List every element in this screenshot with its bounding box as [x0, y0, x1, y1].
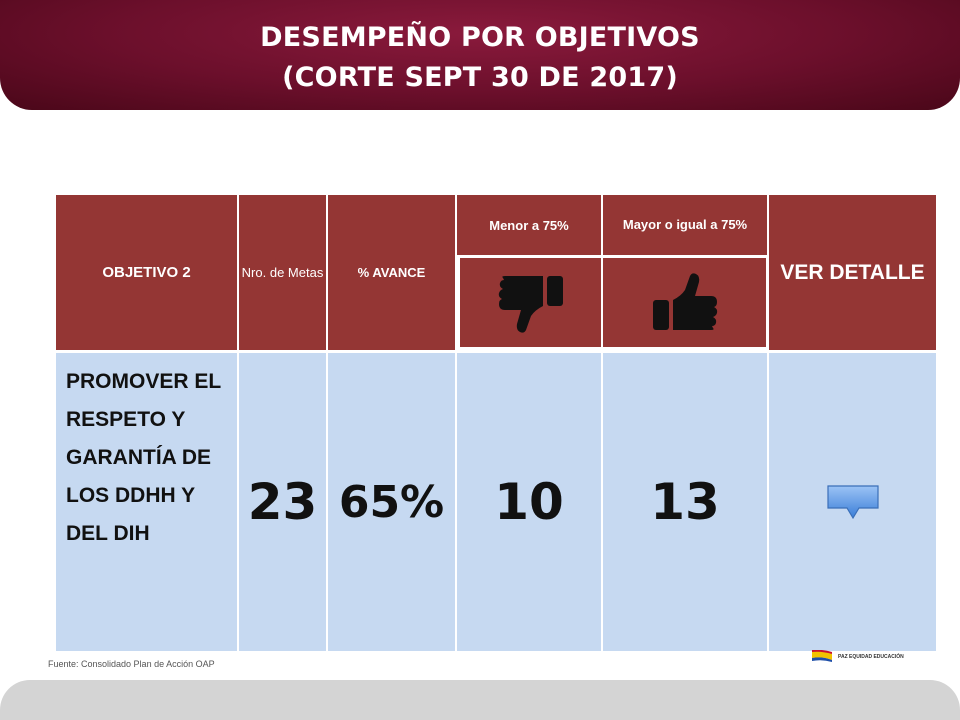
logo: PAZ EQUIDAD EDUCACIÓN — [812, 649, 912, 662]
header-avance: % AVANCE — [328, 195, 457, 350]
header-mayor: Mayor o igual a 75% — [603, 195, 769, 255]
objectives-table: OBJETIVO 2 Nro. de Metas % AVANCE Menor … — [56, 195, 936, 651]
row-mayor: 13 — [603, 350, 769, 651]
thumbs-down-cell — [457, 255, 603, 350]
row-avance: 65% — [328, 350, 457, 651]
ver-detalle-arrow-button[interactable] — [824, 482, 882, 522]
row-ver-detalle — [769, 350, 936, 651]
row-objetivo-text: PROMOVER EL RESPETO Y GARANTÍA DE LOS DD… — [56, 350, 239, 651]
row-menor: 10 — [457, 350, 603, 651]
slide-title: DESEMPEÑO POR OBJETIVOS — [260, 22, 700, 53]
thumbs-down-icon — [498, 275, 563, 333]
thumbs-up-icon — [652, 272, 717, 330]
header-menor: Menor a 75% — [457, 195, 603, 255]
slide-footer-bar — [0, 680, 960, 720]
source-note: Fuente: Consolidado Plan de Acción OAP — [48, 659, 215, 669]
slide-subtitle: (CORTE SEPT 30 DE 2017) — [282, 62, 678, 93]
header-objetivo: OBJETIVO 2 — [56, 195, 239, 350]
slide-header: DESEMPEÑO POR OBJETIVOS (CORTE SEPT 30 D… — [0, 0, 960, 110]
row-nro-metas: 23 — [239, 350, 328, 651]
header-ver-detalle: VER DETALLE — [769, 195, 936, 350]
thumbs-up-cell — [603, 255, 769, 350]
header-nro-metas: Nro. de Metas — [239, 195, 328, 350]
logo-text: PAZ EQUIDAD EDUCACIÓN — [838, 652, 904, 660]
